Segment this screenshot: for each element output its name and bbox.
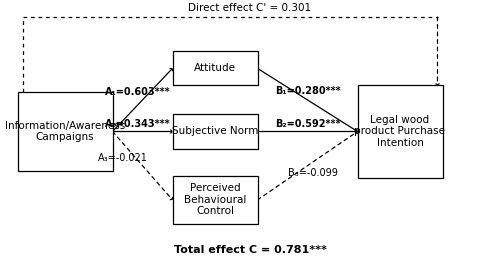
Text: Legal wood
product Purchase
Intention: Legal wood product Purchase Intention bbox=[354, 115, 446, 148]
Text: Perceived
Behavioural
Control: Perceived Behavioural Control bbox=[184, 183, 246, 216]
Text: Direct effect C' = 0.301: Direct effect C' = 0.301 bbox=[188, 3, 312, 13]
Text: Information/Awareness
Campaigns: Information/Awareness Campaigns bbox=[5, 121, 125, 142]
Text: Total effect C = 0.781***: Total effect C = 0.781*** bbox=[174, 245, 326, 255]
FancyBboxPatch shape bbox=[172, 176, 258, 224]
Text: Attitude: Attitude bbox=[194, 63, 236, 73]
Text: B₁=0.280***: B₁=0.280*** bbox=[274, 86, 340, 96]
Text: Subjective Norm: Subjective Norm bbox=[172, 127, 258, 136]
FancyBboxPatch shape bbox=[18, 92, 112, 171]
Text: A₁=0.603***: A₁=0.603*** bbox=[104, 87, 170, 97]
Text: A₂=0.343***: A₂=0.343*** bbox=[104, 119, 170, 129]
FancyBboxPatch shape bbox=[172, 114, 258, 149]
Text: A₃=-0.021: A₃=-0.021 bbox=[98, 153, 148, 163]
Text: B₂=0.592***: B₂=0.592*** bbox=[275, 119, 340, 129]
Text: B₃=-0.099: B₃=-0.099 bbox=[288, 168, 338, 178]
FancyBboxPatch shape bbox=[172, 51, 258, 85]
FancyBboxPatch shape bbox=[358, 85, 442, 178]
